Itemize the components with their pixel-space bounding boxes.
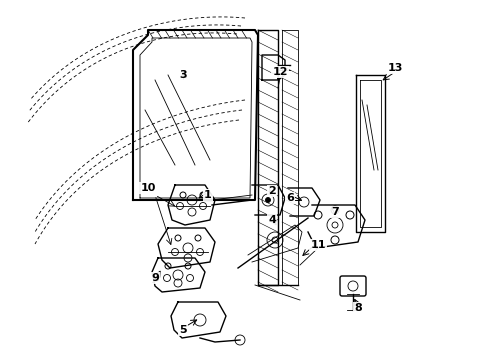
Text: 4: 4 <box>268 215 276 225</box>
Text: 8: 8 <box>354 303 362 313</box>
Text: 3: 3 <box>179 70 187 80</box>
Text: 1: 1 <box>204 190 212 200</box>
Text: 6: 6 <box>286 193 294 203</box>
Text: 7: 7 <box>331 207 339 217</box>
Text: 13: 13 <box>387 63 403 73</box>
Text: 5: 5 <box>179 325 187 335</box>
Text: 9: 9 <box>151 273 159 283</box>
Circle shape <box>266 198 270 202</box>
Text: 2: 2 <box>268 186 276 196</box>
Text: 12: 12 <box>272 67 288 77</box>
Text: 10: 10 <box>140 183 156 193</box>
Text: 11: 11 <box>310 240 326 250</box>
